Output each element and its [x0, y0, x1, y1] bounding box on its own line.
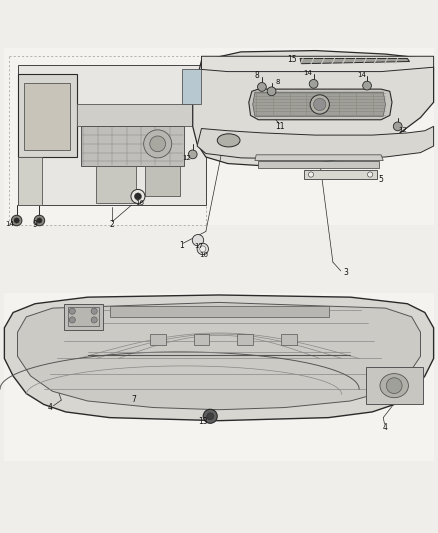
Circle shape [69, 308, 75, 314]
Circle shape [367, 172, 373, 177]
Circle shape [310, 95, 329, 114]
Polygon shape [24, 83, 70, 150]
Text: 8: 8 [276, 79, 280, 85]
Polygon shape [304, 170, 377, 179]
Circle shape [200, 246, 206, 252]
Polygon shape [249, 89, 392, 120]
Text: 7: 7 [131, 395, 136, 403]
Circle shape [131, 189, 145, 204]
Circle shape [14, 218, 19, 223]
Circle shape [91, 317, 97, 323]
Circle shape [309, 79, 318, 88]
Circle shape [192, 235, 204, 246]
Circle shape [134, 193, 141, 200]
Text: 11: 11 [276, 122, 285, 131]
Text: 16: 16 [135, 200, 144, 206]
Text: 17: 17 [194, 243, 203, 249]
Circle shape [11, 215, 22, 226]
Polygon shape [182, 69, 201, 104]
Text: 4: 4 [48, 403, 53, 412]
Circle shape [37, 218, 42, 223]
Polygon shape [237, 334, 253, 345]
Text: 9: 9 [32, 220, 37, 229]
Circle shape [363, 81, 371, 90]
Polygon shape [4, 47, 434, 225]
Polygon shape [281, 334, 297, 345]
Circle shape [144, 130, 172, 158]
Circle shape [91, 308, 97, 314]
Polygon shape [4, 293, 434, 462]
Circle shape [69, 317, 75, 323]
Ellipse shape [380, 374, 408, 398]
Polygon shape [81, 126, 184, 166]
Polygon shape [300, 59, 410, 64]
Circle shape [393, 122, 402, 131]
Polygon shape [258, 160, 379, 168]
Text: 14: 14 [304, 70, 312, 76]
Polygon shape [197, 126, 434, 159]
Polygon shape [68, 307, 99, 326]
Polygon shape [77, 104, 201, 126]
Circle shape [207, 413, 214, 420]
Text: 12: 12 [183, 155, 191, 161]
Circle shape [267, 87, 276, 96]
Circle shape [150, 136, 166, 152]
Polygon shape [201, 56, 434, 71]
Circle shape [258, 83, 266, 91]
Circle shape [34, 215, 45, 226]
Polygon shape [253, 92, 385, 116]
Polygon shape [366, 367, 423, 405]
Circle shape [203, 409, 217, 423]
Polygon shape [110, 306, 328, 317]
Text: 13: 13 [198, 417, 208, 426]
Text: 2: 2 [110, 220, 114, 229]
Text: 12: 12 [399, 127, 407, 133]
Polygon shape [193, 51, 434, 166]
Polygon shape [4, 295, 434, 421]
Polygon shape [255, 155, 383, 160]
Polygon shape [194, 334, 209, 345]
Text: 14: 14 [5, 221, 14, 227]
Text: 14: 14 [357, 72, 366, 78]
Polygon shape [145, 166, 180, 197]
Text: 3: 3 [343, 268, 349, 277]
Circle shape [386, 378, 402, 393]
Polygon shape [64, 304, 103, 330]
Polygon shape [18, 302, 420, 410]
Circle shape [197, 243, 208, 255]
Text: 5: 5 [378, 175, 384, 184]
Polygon shape [150, 334, 166, 345]
Circle shape [188, 150, 197, 159]
Circle shape [308, 172, 314, 177]
Text: 10: 10 [199, 252, 208, 257]
Text: 15: 15 [287, 55, 297, 64]
Circle shape [314, 98, 326, 110]
Polygon shape [18, 157, 42, 205]
Text: 1: 1 [180, 241, 184, 250]
Polygon shape [96, 166, 136, 203]
Polygon shape [18, 74, 77, 157]
Text: 4: 4 [383, 423, 388, 432]
Ellipse shape [217, 134, 240, 147]
Polygon shape [18, 65, 206, 205]
Text: 8: 8 [254, 71, 259, 80]
